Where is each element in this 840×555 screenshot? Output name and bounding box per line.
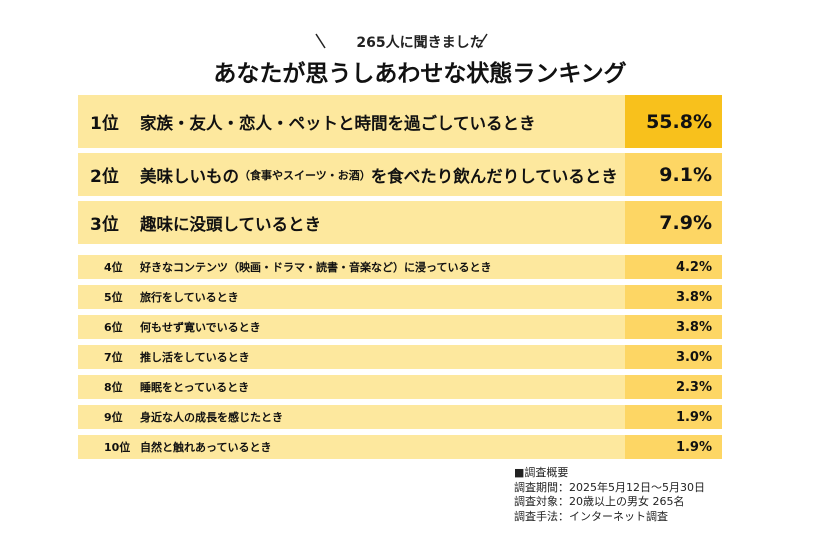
label-text: 何もせず寛いでいるとき: [140, 321, 261, 334]
notes-heading: ■調査概要: [514, 466, 569, 479]
label-text: 美味しいもの: [140, 166, 239, 186]
percentage: 3.0%: [625, 345, 722, 369]
percentage: 4.2%: [625, 255, 722, 279]
label-text: 推し活をしているとき: [140, 351, 250, 364]
item-label: 家族・友人・恋人・ペットと時間を過ごしているとき: [140, 95, 536, 148]
subtitle: 265人に聞きました: [356, 35, 484, 51]
percentage: 9.1%: [625, 153, 722, 196]
notes-line: 調査期間：2025年5月12日～5月30日: [514, 480, 705, 494]
rank: 8位: [104, 381, 123, 394]
item-label: 美味しいもの （食事やスイーツ・お酒） を食べたり飲んだりしているとき: [140, 153, 618, 196]
item-label: 旅行をしているとき: [140, 285, 239, 309]
rank: 6位: [104, 321, 123, 334]
ranking-row: 10位 自然と触れあっているとき 1.9%: [78, 435, 722, 459]
ranking-row: 1位 家族・友人・恋人・ペットと時間を過ごしているとき 55.8%: [78, 95, 722, 148]
label-text: 好きなコンテンツ（映画・ドラマ・読書・音楽など）に浸っているとき: [140, 261, 492, 274]
percentage: 3.8%: [625, 315, 722, 339]
item-label: 自然と触れあっているとき: [140, 435, 271, 459]
percentage: 3.8%: [625, 285, 722, 309]
label-text: を食べたり飲んだりしているとき: [370, 166, 618, 186]
label-text: 家族・友人・恋人・ペットと時間を過ごしているとき: [140, 113, 536, 133]
percentage: 1.9%: [625, 435, 722, 459]
title: あなたが思うしあわせな状態ランキング: [213, 61, 627, 87]
label-text: 自然と触れあっているとき: [140, 441, 272, 454]
percentage: 7.9%: [625, 201, 722, 244]
percentage: 1.9%: [625, 405, 722, 429]
item-label: 睡眠をとっているとき: [140, 375, 249, 399]
label-text: 身近な人の成長を感じたとき: [140, 411, 283, 424]
ranking-row: 7位 推し活をしているとき 3.0%: [78, 345, 722, 369]
ranking-row: 8位 睡眠をとっているとき 2.3%: [78, 375, 722, 399]
ranking-row: 3位 趣味に没頭しているとき 7.9%: [78, 201, 722, 244]
label-text: 趣味に没頭しているとき: [140, 214, 322, 234]
rank: 3位: [90, 215, 119, 235]
rank: 5位: [104, 291, 123, 304]
percentage: 55.8%: [625, 95, 722, 148]
label-text: 睡眠をとっているとき: [140, 381, 250, 394]
decoration: [315, 33, 488, 49]
item-label: 推し活をしているとき: [140, 345, 250, 369]
item-label: 趣味に没頭しているとき: [140, 201, 321, 244]
slash-right: [477, 33, 488, 49]
rank: 7位: [104, 351, 123, 364]
item-label: 何もせず寛いでいるとき: [140, 315, 261, 339]
ranking-row: 5位 旅行をしているとき 3.8%: [78, 285, 722, 309]
notes-line: 調査手法：インターネット調査: [514, 509, 668, 523]
ranking-row: 2位 美味しいもの （食事やスイーツ・お酒） を食べたり飲んだりしているとき 9.1%: [78, 153, 722, 196]
percentage: 2.3%: [625, 375, 722, 399]
rank: 10位: [104, 441, 131, 454]
item-label: 好きなコンテンツ（映画・ドラマ・読書・音楽など）に浸っているとき: [140, 255, 491, 279]
label-note: （食事やスイーツ・お酒）: [239, 168, 371, 182]
survey-notes: ■調査概要 調査期間：2025年5月12日～5月30日 調査対象：20歳以上の男…: [514, 466, 705, 524]
ranking-row: 4位 好きなコンテンツ（映画・ドラマ・読書・音楽など）に浸っているとき 4.2%: [78, 255, 722, 279]
label-text: 旅行をしているとき: [140, 291, 239, 304]
ranking-row: 6位 何もせず寛いでいるとき 3.8%: [78, 315, 722, 339]
ranking-row: 9位 身近な人の成長を感じたとき 1.9%: [78, 405, 722, 429]
slash-left: [315, 33, 326, 49]
rank: 9位: [104, 411, 123, 424]
notes-line: 調査対象：20歳以上の男女 265名: [514, 495, 685, 508]
item-label: 身近な人の成長を感じたとき: [140, 405, 283, 429]
rank: 1位: [90, 114, 119, 134]
rank: 2位: [90, 167, 119, 187]
rank: 4位: [104, 261, 123, 274]
